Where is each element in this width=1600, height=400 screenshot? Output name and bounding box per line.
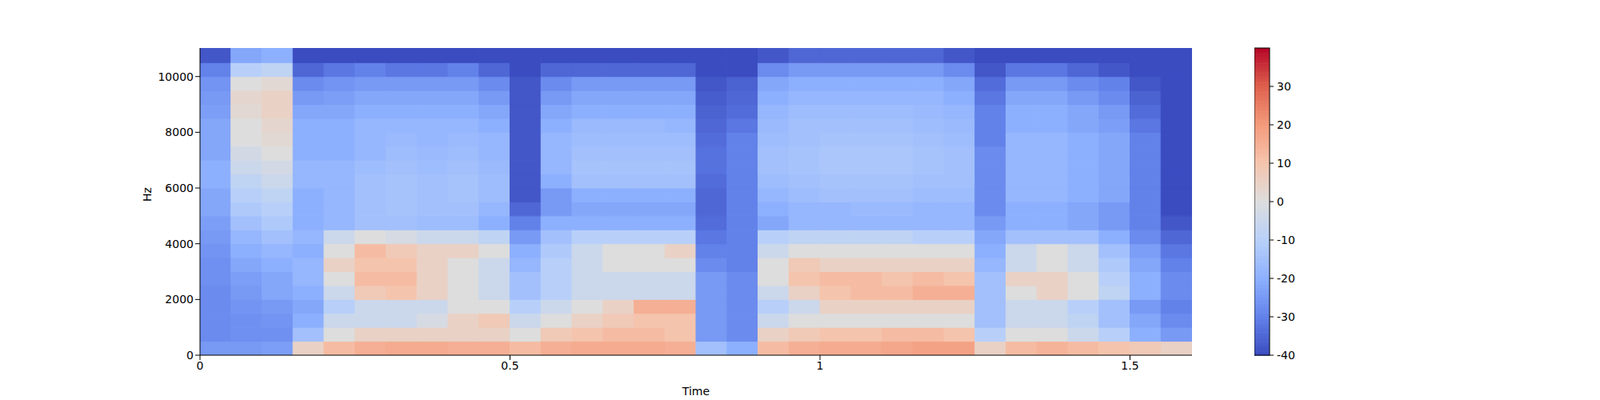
svg-text:0: 0 [186, 348, 194, 362]
svg-text:-40: -40 [1276, 348, 1296, 362]
svg-text:10000: 10000 [157, 70, 194, 84]
svg-text:30: 30 [1276, 80, 1292, 93]
svg-text:1: 1 [816, 359, 824, 372]
svg-text:-30: -30 [1276, 310, 1296, 324]
svg-text:4000: 4000 [164, 237, 194, 251]
svg-text:10: 10 [1276, 156, 1292, 170]
svg-text:-20: -20 [1276, 272, 1296, 285]
svg-text:6000: 6000 [164, 181, 194, 195]
svg-text:Time: Time [681, 384, 710, 398]
svg-text:20: 20 [1276, 118, 1292, 132]
svg-text:Hz: Hz [140, 187, 154, 202]
svg-text:0: 0 [1276, 195, 1284, 208]
svg-text:0.5: 0.5 [500, 359, 519, 372]
svg-text:-10: -10 [1276, 233, 1296, 247]
svg-text:2000: 2000 [164, 292, 194, 306]
svg-text:1.5: 1.5 [1120, 359, 1139, 372]
svg-text:0: 0 [196, 359, 204, 372]
svg-text:8000: 8000 [164, 125, 194, 139]
